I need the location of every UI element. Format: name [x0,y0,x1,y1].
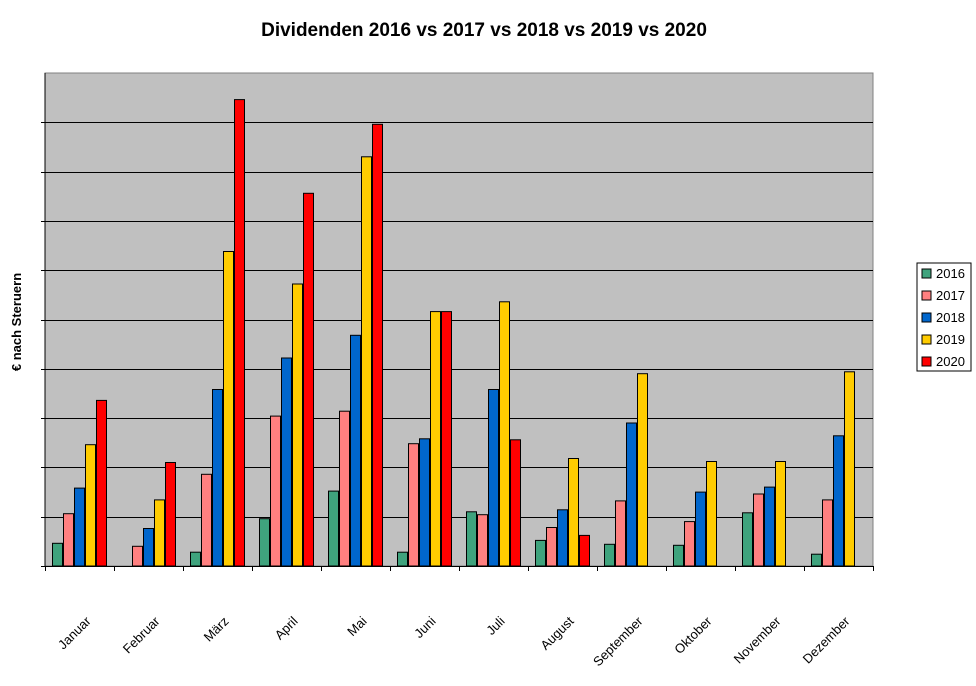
legend-swatch-2016 [921,268,932,279]
x-tick-label: September [590,613,646,669]
x-tick-label: Dezember [800,613,853,666]
bar-2019-april [292,283,303,567]
legend-label-2016: 2016 [936,266,965,281]
legend-label-2018: 2018 [936,310,965,325]
bar-2018-september [626,422,637,567]
legend-label-2019: 2019 [936,332,965,347]
bar-2016-juni [397,551,408,567]
bar-2019-juli [499,301,510,567]
x-tick-label: Januar [55,613,94,652]
bar-2019-dezember [844,371,855,567]
bar-2020-januar [96,399,107,567]
bar-2019-august [568,458,579,567]
chart-title: Dividenden 2016 vs 2017 vs 2018 vs 2019 … [261,20,707,41]
bar-2019-oktober [706,461,717,567]
bar-2018-mai [350,334,361,567]
bar-2017-november [753,493,764,567]
plot-area [44,72,874,567]
bar-2017-dezember [822,499,833,567]
bar-2018-märz [212,389,223,567]
x-tick-label: November [731,613,784,666]
bar-2018-august [557,509,568,567]
bar-2020-märz [234,99,245,567]
bar-2020-juli [510,439,521,567]
legend-swatch-2019 [921,334,932,345]
bar-2016-april [259,518,270,567]
legend-swatch-2017 [921,290,932,301]
x-tick-label: März [201,614,232,645]
bar-2019-februar [154,499,165,567]
legend-label-2020: 2020 [936,354,965,369]
bar-2016-september [604,543,615,567]
bar-2019-mai [361,156,372,567]
bar-2018-februar [143,528,154,567]
x-tick-label: Mai [344,613,369,638]
bar-2016-mai [328,490,339,567]
bar-2016-januar [52,542,63,567]
x-tick-label: April [272,613,301,642]
bar-2017-oktober [684,521,695,567]
legend-swatch-2018 [921,312,932,323]
x-tick-label: Februar [120,613,163,656]
bar-2017-märz [201,473,212,567]
bar-2019-september [637,373,648,567]
bar-2017-april [270,415,281,567]
bar-2017-august [546,527,557,567]
bar-2020-august [579,534,590,567]
y-axis-label: € nach Steruern [9,273,24,371]
bar-2018-juni [419,438,430,567]
bar-2019-märz [223,251,234,567]
bar-2017-februar [132,545,143,567]
legend-swatch-2020 [921,356,932,367]
bar-2020-mai [372,123,383,567]
bar-2017-september [615,500,626,567]
bar-2019-januar [85,444,96,567]
x-tick-label: Oktober [671,613,715,657]
bar-2019-november [775,461,786,567]
x-axis [41,73,874,571]
x-tick-labels: Januar Februar März April Mai Juni Juli August S… [55,613,853,669]
bar-2020-juni [441,311,452,567]
bar-2018-dezember [833,435,844,567]
legend-label-2017: 2017 [936,288,965,303]
gridlines [45,122,873,518]
bars [52,99,855,567]
bar-2016-oktober [673,544,684,567]
legend: 2016 2017 2018 2019 2020 [916,262,972,372]
x-tick-label: Juni [411,613,439,641]
bar-2018-oktober [695,491,706,567]
bar-2020-april [303,192,314,567]
bar-2018-juli [488,389,499,567]
x-tick-label: August [537,613,576,652]
bar-2016-märz [190,551,201,567]
bar-2018-april [281,357,292,567]
bar-2016-dezember [811,553,822,567]
x-tick-label: Juli [483,613,507,637]
bar-2017-januar [63,513,74,567]
bar-2017-juli [477,514,488,567]
bar-2018-november [764,486,775,567]
bar-2016-november [742,512,753,567]
bar-2017-juni [408,443,419,567]
bar-2020-februar [165,462,176,567]
bar-2016-august [535,539,546,567]
bar-2016-juli [466,511,477,567]
bar-2017-mai [339,410,350,567]
bar-2019-juni [430,311,441,567]
bar-2018-januar [74,487,85,567]
